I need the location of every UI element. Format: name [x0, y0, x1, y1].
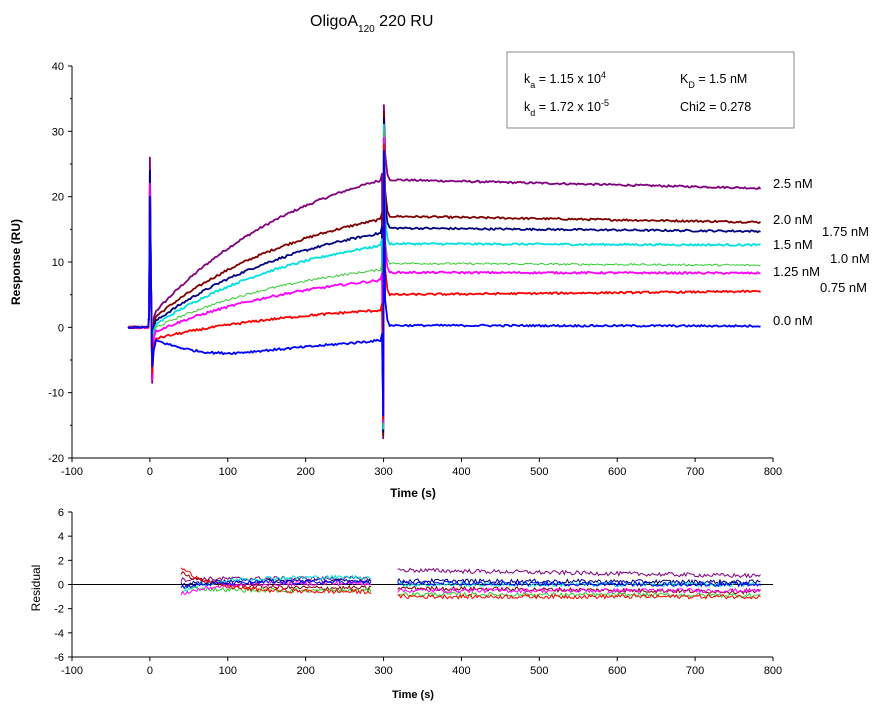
residual-line-assoc — [180, 579, 372, 590]
residual-line-dissoc — [397, 585, 761, 595]
residual-x-tick-label: 100 — [219, 665, 237, 677]
residual-line-dissoc — [397, 577, 761, 586]
residual-y-tick-label: 4 — [58, 531, 64, 543]
residual-x-tick-label: 400 — [452, 665, 470, 677]
main-axes — [68, 65, 774, 462]
residual-y-tick-label: -2 — [54, 604, 64, 616]
series-line-0-0-nM — [127, 150, 761, 417]
ka-value: ka = 1.15 x 104 — [524, 70, 606, 90]
residual-x-tick-label: -100 — [61, 665, 83, 677]
residual-y-tick-label: -4 — [54, 628, 64, 640]
residual-x-tick-label: 800 — [764, 665, 782, 677]
series-line-0-75-nM — [127, 143, 762, 420]
chi2-value: Chi2 = 0.278 — [680, 100, 751, 114]
main-x-tick-label: 200 — [296, 466, 314, 478]
series-label: 2.5 nM — [773, 176, 813, 191]
residual-plot: -100 0 100 200 300 400 500 600 700 800 -6 -4 -2 0 2 4 6 — [54, 507, 782, 677]
chart-title: OligoA120 220 RU — [310, 13, 433, 35]
main-x-tick-label: 100 — [219, 466, 237, 478]
main-x-tick-label: 700 — [686, 466, 704, 478]
series-line-2-5-nM — [127, 104, 762, 440]
fit-parameters-frame — [506, 51, 795, 129]
main-y-tick-label: -20 — [48, 453, 64, 465]
series-line-1-25-nM — [127, 137, 761, 423]
main-x-tick-label: 800 — [764, 466, 782, 478]
series-label: 1.0 nM — [830, 251, 870, 266]
main-y-tick-label: 20 — [52, 192, 64, 204]
series-label: 0.75 nM — [820, 280, 867, 295]
residual-y-axis-label: Residual — [29, 565, 43, 612]
series-line-1-75-nM — [127, 117, 761, 433]
residual-line-assoc — [180, 580, 372, 596]
residual-x-axis-label: Time (s) — [392, 689, 434, 701]
residual-tick-labels: -100 0 100 200 300 400 500 600 700 800 -6 -4 -2 0 2 4 6 — [54, 507, 782, 677]
residual-line-assoc — [180, 567, 372, 595]
series-label-group: 2.5 nM2.0 nM1.75 nM1.5 nM1.0 nM1.25 nM0.… — [773, 176, 870, 328]
residual-line-dissoc — [397, 567, 761, 579]
main-y-tick-label: 10 — [52, 257, 64, 269]
main-tick-labels: -100 0 100 200 300 400 500 600 700 800-20-1001020… — [48, 61, 782, 478]
KD-value: KD = 1.5 nM — [680, 72, 747, 90]
residual-line-dissoc — [397, 587, 761, 594]
main-x-tick-label: 600 — [608, 466, 626, 478]
residual-series-group — [180, 567, 761, 600]
residual-x-tick-label: 600 — [608, 665, 626, 677]
residual-y-tick-label: 6 — [58, 507, 64, 519]
main-y-axis-label: Response (RU) — [9, 219, 23, 305]
residual-y-tick-label: 0 — [58, 580, 64, 592]
series-label: 1.25 nM — [773, 264, 820, 279]
kd-value: kd = 1.72 x 10-5 — [524, 98, 609, 118]
main-x-tick-label: 300 — [374, 466, 392, 478]
residual-line-assoc — [180, 574, 372, 594]
series-line-1-5-nM — [127, 123, 761, 430]
main-x-tick-label: 0 — [147, 466, 153, 478]
residual-line-dissoc — [397, 580, 761, 588]
main-x-axis-label: Time (s) — [390, 486, 436, 500]
series-line-2-0-nM — [127, 110, 762, 436]
series-label: 0.0 nM — [773, 313, 813, 328]
series-label: 1.5 nM — [773, 237, 813, 252]
main-x-tick-label: 500 — [530, 466, 548, 478]
residual-line-dissoc — [397, 593, 761, 600]
series-label: 1.75 nM — [822, 224, 869, 239]
residual-x-tick-label: 200 — [296, 665, 314, 677]
series-label: 2.0 nM — [773, 212, 813, 227]
residual-x-tick-label: 0 — [147, 665, 153, 677]
fit-parameters-box: ka = 1.15 x 104 KD = 1.5 nM kd = 1.72 x … — [506, 51, 795, 129]
main-y-tick-label: -10 — [48, 388, 64, 400]
main-y-tick-label: 40 — [52, 61, 64, 73]
series-line-1-0-nM — [127, 130, 761, 426]
main-x-tick-label: 400 — [452, 466, 470, 478]
residual-x-tick-label: 700 — [686, 665, 704, 677]
main-sensorgram-plot: -100 0 100 200 300 400 500 600 700 800-20-1001020… — [48, 61, 870, 478]
main-y-tick-label: 30 — [52, 126, 64, 138]
residual-x-tick-label: 500 — [530, 665, 548, 677]
residual-x-tick-label: 300 — [374, 665, 392, 677]
residual-y-tick-label: -6 — [54, 652, 64, 664]
main-x-tick-label: -100 — [61, 466, 83, 478]
main-y-tick-label: 0 — [58, 322, 64, 334]
main-series-group — [127, 104, 762, 440]
residual-y-tick-label: 2 — [58, 555, 64, 567]
